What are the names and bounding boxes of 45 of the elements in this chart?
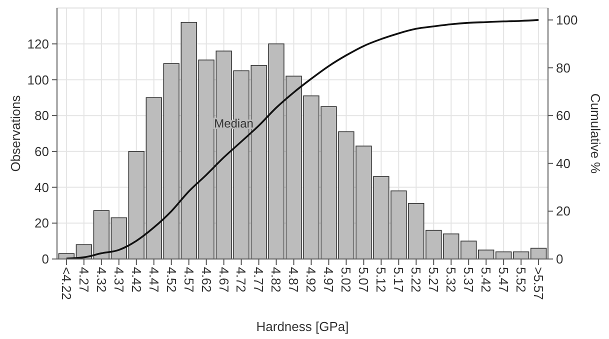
x-tick-label: 4.77 [251, 267, 266, 292]
x-tick-label: 4.37 [111, 267, 126, 292]
x-tick-label: <4.22 [58, 267, 74, 300]
x-tick-label: 5.07 [356, 267, 372, 292]
x-tick-label: 4.42 [128, 267, 144, 292]
x-tick-label: 5.42 [478, 267, 494, 292]
y-tick-label: 0 [42, 252, 49, 267]
y-axis-title: Observations [8, 94, 23, 172]
x-tick-label: 4.57 [181, 267, 196, 292]
x-tick-label: 4.52 [164, 267, 179, 292]
x-tick-label: 5.17 [391, 267, 406, 292]
y2-tick-label: 60 [556, 108, 570, 124]
y2-tick-label: 100 [556, 12, 578, 28]
y-tick-label: 80 [34, 108, 49, 124]
y2-tick-label: 20 [556, 204, 570, 219]
x-tick-label: 4.97 [321, 267, 336, 292]
y-tick-label: 20 [34, 216, 49, 231]
x-tick-label: 5.52 [514, 267, 529, 292]
x-tick-label: 4.47 [146, 267, 162, 292]
y-tick-label: 60 [34, 144, 49, 159]
x-tick-label: >5.57 [531, 267, 546, 300]
x-tick-label: 4.62 [198, 267, 214, 292]
x-axis-title: Hardness [GPa] [256, 319, 349, 334]
y-tick-label: 40 [34, 180, 49, 195]
line-series [66, 19, 540, 260]
x-tick-label: 4.32 [94, 267, 109, 292]
x-tick-label: 5.22 [408, 267, 424, 292]
y2-tick-label: 40 [556, 156, 570, 171]
x-tick-label: 4.27 [76, 267, 92, 292]
x-tick-label: 4.67 [216, 267, 232, 292]
x-tick-label: 5.27 [426, 267, 442, 292]
x-tick-label: 5.47 [496, 267, 512, 292]
x-tick-label: 5.37 [461, 267, 476, 292]
y2-tick-label: 0 [556, 252, 564, 267]
y2-axis-title: Cumulative % [588, 93, 603, 174]
x-tick-label: 4.92 [304, 267, 319, 292]
x-tick-label: 4.87 [286, 267, 302, 292]
x-tick-label: 5.12 [374, 267, 389, 292]
x-tick-label: 4.82 [268, 267, 284, 292]
y-tick-label: 120 [27, 36, 49, 52]
y-tick-label: 100 [27, 72, 49, 88]
y2-tick-label: 80 [556, 60, 570, 76]
x-tick-label: 5.02 [338, 267, 354, 292]
x-tick-label: 4.72 [234, 267, 249, 292]
x-tick-label: 5.32 [444, 267, 459, 292]
